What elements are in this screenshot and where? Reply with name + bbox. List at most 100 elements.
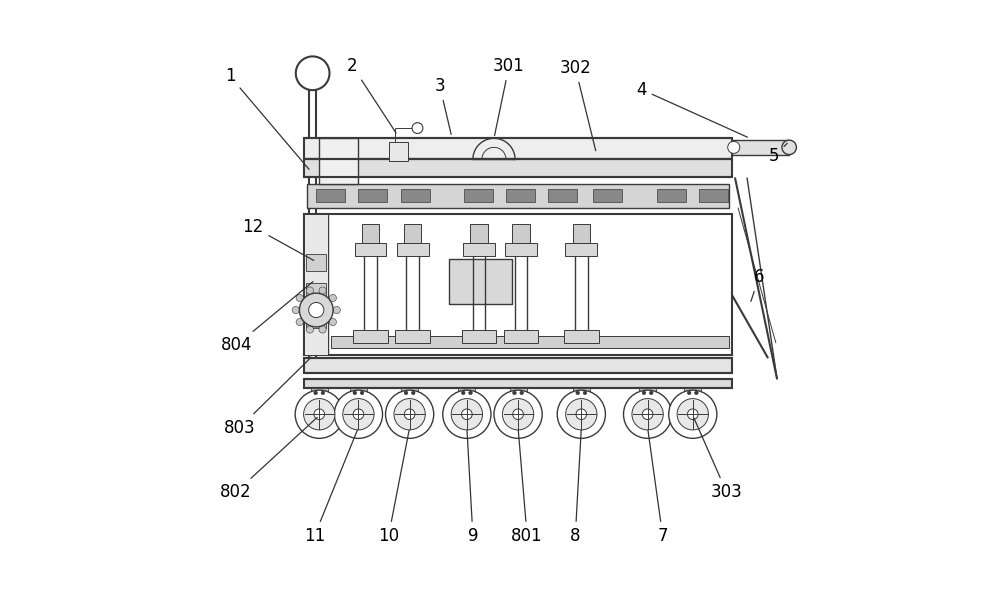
Bar (463, 243, 495, 256)
Circle shape (557, 390, 605, 438)
Circle shape (566, 399, 597, 430)
Bar (355, 243, 386, 256)
Text: 5: 5 (769, 143, 787, 165)
Bar (506, 189, 535, 202)
Circle shape (314, 391, 317, 395)
Bar (362, 224, 379, 243)
Bar (331, 336, 729, 348)
Text: 11: 11 (304, 430, 357, 545)
Circle shape (296, 57, 330, 90)
Text: 6: 6 (751, 268, 764, 302)
Circle shape (296, 319, 303, 326)
Text: 302: 302 (559, 59, 596, 151)
Bar (505, 243, 537, 256)
Circle shape (469, 391, 472, 395)
Circle shape (649, 391, 653, 395)
Text: 8: 8 (570, 430, 581, 545)
Text: 10: 10 (378, 430, 409, 545)
Circle shape (319, 326, 326, 333)
Circle shape (728, 141, 740, 153)
Bar (732, 140, 789, 154)
Bar (304, 159, 732, 178)
Bar (316, 189, 345, 202)
Bar (470, 224, 488, 243)
Bar (464, 189, 493, 202)
Circle shape (451, 399, 483, 430)
Circle shape (695, 391, 698, 395)
Circle shape (520, 391, 523, 395)
Text: 9: 9 (467, 430, 478, 545)
Bar (512, 224, 530, 243)
Circle shape (321, 391, 325, 395)
Bar (699, 189, 728, 202)
Bar (458, 389, 475, 398)
Text: 303: 303 (694, 418, 742, 501)
Bar (401, 189, 430, 202)
Bar (304, 213, 732, 355)
Bar (639, 389, 656, 398)
Circle shape (782, 140, 796, 154)
Bar (307, 184, 729, 207)
Bar (306, 254, 326, 271)
Text: 804: 804 (221, 282, 313, 354)
Bar (573, 389, 590, 398)
Bar (306, 313, 326, 328)
Circle shape (314, 409, 325, 420)
Circle shape (334, 390, 383, 438)
Bar (353, 330, 388, 343)
Bar (593, 189, 622, 202)
Bar (404, 224, 421, 243)
Bar (304, 358, 732, 373)
Circle shape (669, 390, 717, 438)
Text: 802: 802 (220, 417, 317, 501)
Circle shape (576, 391, 580, 395)
Circle shape (461, 391, 465, 395)
Circle shape (333, 306, 340, 314)
Circle shape (642, 409, 653, 420)
Circle shape (343, 399, 374, 430)
Circle shape (353, 391, 357, 395)
Bar (319, 139, 358, 184)
Circle shape (329, 319, 336, 326)
Bar (462, 330, 496, 343)
Bar (504, 330, 538, 343)
Bar (548, 189, 577, 202)
Circle shape (309, 302, 324, 317)
Circle shape (462, 409, 472, 420)
Circle shape (632, 399, 663, 430)
Text: 12: 12 (242, 218, 314, 260)
Circle shape (624, 390, 672, 438)
Circle shape (443, 390, 491, 438)
Circle shape (306, 326, 314, 333)
Circle shape (513, 391, 516, 395)
Text: 2: 2 (347, 57, 396, 133)
Bar (657, 189, 686, 202)
Bar (510, 389, 527, 398)
Text: 301: 301 (493, 57, 525, 136)
Circle shape (404, 409, 415, 420)
Circle shape (306, 287, 314, 294)
Bar (449, 259, 512, 304)
Circle shape (319, 287, 326, 294)
Circle shape (299, 293, 333, 327)
Circle shape (295, 390, 343, 438)
Bar (684, 389, 701, 398)
Circle shape (329, 294, 336, 302)
Bar (401, 389, 418, 398)
Circle shape (677, 399, 708, 430)
Circle shape (502, 399, 534, 430)
Circle shape (353, 409, 364, 420)
Circle shape (360, 391, 364, 395)
Bar (565, 243, 597, 256)
Circle shape (386, 390, 434, 438)
Bar (389, 142, 408, 161)
Text: 801: 801 (511, 430, 543, 545)
Bar (573, 224, 590, 243)
Bar (449, 259, 512, 304)
Bar (358, 189, 387, 202)
Circle shape (576, 409, 587, 420)
Bar (397, 243, 429, 256)
Text: 4: 4 (636, 80, 747, 137)
Text: 7: 7 (648, 430, 668, 545)
Circle shape (687, 409, 698, 420)
